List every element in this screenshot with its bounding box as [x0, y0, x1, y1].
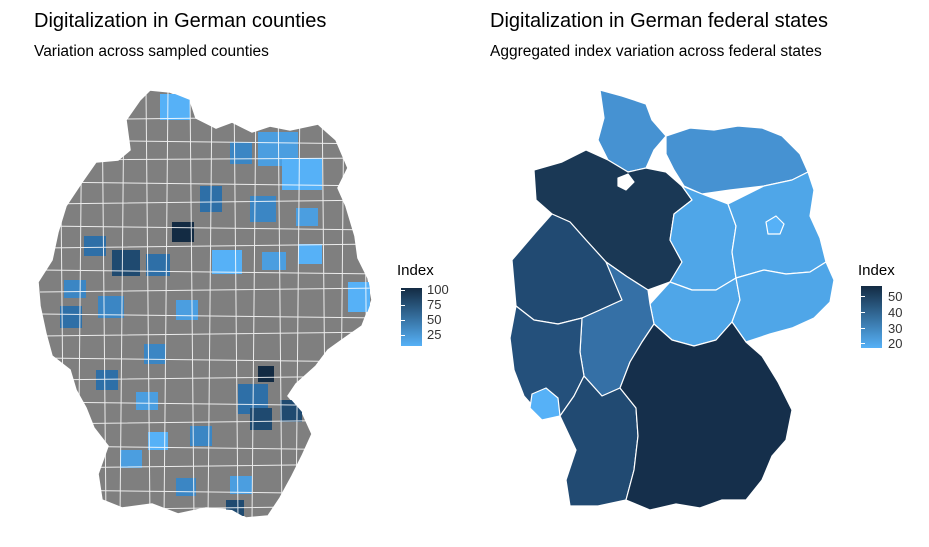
county-cell[interactable]: [136, 392, 158, 410]
county-map: [37, 89, 373, 519]
state-legend-tick: 50: [888, 289, 903, 304]
state-legend-tick: 30: [888, 321, 903, 336]
county-cell[interactable]: [230, 142, 252, 164]
county-cells: [39, 90, 372, 518]
state-map-panel: Digitalization in German federal states …: [470, 0, 929, 547]
county-cell[interactable]: [262, 252, 286, 270]
county-cell[interactable]: [250, 196, 276, 222]
county-cell[interactable]: [258, 366, 274, 382]
state-map: [509, 89, 835, 511]
county-cell[interactable]: [146, 254, 170, 276]
state-legend-tick: 20: [888, 336, 903, 351]
county-cell[interactable]: [60, 306, 82, 328]
county-map-subtitle: Variation across sampled counties: [34, 43, 269, 60]
county-legend-tick: 25: [427, 327, 442, 342]
state-legend-colorbar: [861, 286, 882, 348]
county-legend-tick: 100: [427, 282, 449, 297]
county-cell[interactable]: [250, 408, 272, 430]
state-legend-tick: 40: [888, 305, 903, 320]
state-legend-title: Index: [858, 262, 895, 279]
county-legend-tick: 75: [427, 297, 442, 312]
county-cell[interactable]: [112, 250, 140, 276]
county-cell[interactable]: [176, 478, 196, 496]
county-cell[interactable]: [120, 450, 142, 468]
state-schleswig-holstein[interactable]: [597, 89, 667, 173]
county-cell[interactable]: [298, 244, 322, 264]
state-map-title: Digitalization in German federal states: [490, 10, 828, 32]
county-map-title: Digitalization in German counties: [34, 10, 327, 32]
county-cell[interactable]: [348, 282, 370, 312]
county-cell[interactable]: [96, 370, 118, 390]
county-cell[interactable]: [64, 280, 86, 298]
county-cell[interactable]: [160, 94, 190, 120]
county-legend-title: Index: [397, 262, 434, 279]
county-cell[interactable]: [212, 250, 242, 274]
state-berlin[interactable]: [765, 215, 785, 235]
county-cell[interactable]: [190, 426, 212, 446]
county-map-panel: Digitalization in German counties Variat…: [34, 10, 449, 519]
county-cell[interactable]: [176, 300, 198, 320]
county-cell[interactable]: [148, 432, 168, 450]
county-cell[interactable]: [144, 344, 166, 364]
county-cell[interactable]: [280, 400, 302, 422]
county-cell[interactable]: [296, 208, 318, 226]
county-cell[interactable]: [84, 236, 106, 256]
county-cell[interactable]: [172, 222, 194, 242]
county-legend-tick: 50: [427, 312, 442, 327]
county-cell[interactable]: [230, 476, 252, 494]
county-legend-colorbar: [401, 288, 422, 346]
state-bremen-hole: [617, 173, 635, 191]
state-bayern[interactable]: [619, 321, 793, 511]
state-map-subtitle: Aggregated index variation across federa…: [490, 43, 822, 60]
